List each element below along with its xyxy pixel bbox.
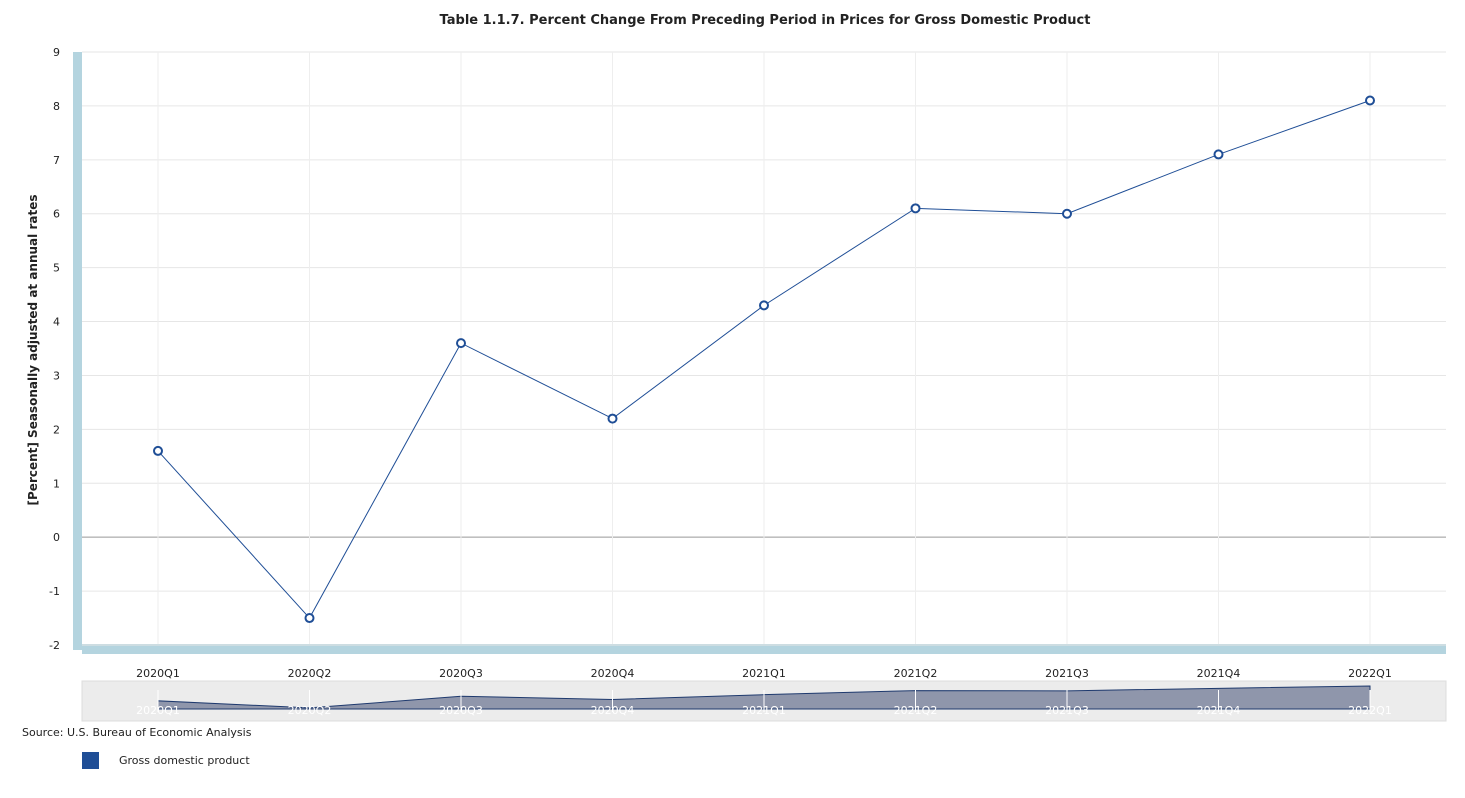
y-tick-label: 5	[53, 262, 60, 275]
gridlines	[82, 51, 1446, 646]
navigator-label: 2021Q2	[894, 704, 938, 717]
y-axis-ticks: -2 -1 0 1 2 3 4 5 6 7 8 9	[49, 46, 60, 652]
y-tick-label: 0	[53, 531, 60, 544]
legend-swatch	[82, 752, 99, 769]
navigator-label: 2021Q3	[1045, 704, 1089, 717]
x-tick-label: 2022Q1	[1348, 667, 1392, 680]
y-tick-label: 3	[53, 369, 60, 382]
x-tick-label: 2020Q2	[288, 667, 332, 680]
y-tick-label: -1	[49, 585, 60, 598]
y-tick-label: 9	[53, 46, 60, 59]
navigator-label: 2021Q4	[1197, 704, 1241, 717]
x-tick-label: 2020Q4	[591, 667, 635, 680]
y-tick-label: 1	[53, 477, 60, 490]
navigator-label: 2022Q1	[1348, 704, 1392, 717]
navigator-label: 2020Q3	[439, 704, 483, 717]
source-note: Source: U.S. Bureau of Economic Analysis	[22, 726, 252, 739]
x-tick-label: 2020Q3	[439, 667, 483, 680]
y-tick-label: 8	[53, 100, 60, 113]
x-tick-label: 2021Q4	[1197, 667, 1241, 680]
x-tick-label: 2020Q1	[136, 667, 180, 680]
data-points	[153, 95, 1375, 624]
x-tick-label: 2021Q1	[742, 667, 786, 680]
y-tick-label: 7	[53, 154, 60, 167]
data-point[interactable]	[1213, 149, 1224, 160]
x-axis-ticks: 2020Q1 2020Q2 2020Q3 2020Q4 2021Q1 2021Q2 2021…	[136, 667, 1392, 680]
y-tick-label: 6	[53, 208, 60, 221]
data-point[interactable]	[1062, 208, 1072, 219]
range-navigator[interactable]: 2020Q1 2020Q2 2020Q3 2020Q4 2021Q1 2021Q2 2021…	[81, 680, 1447, 722]
data-point[interactable]	[304, 613, 315, 624]
chart-title: Table 1.1.7. Percent Change From Precedi…	[439, 13, 1091, 28]
data-point[interactable]	[456, 338, 466, 349]
navigator-label: 2021Q1	[742, 704, 786, 717]
y-tick-label: -2	[49, 639, 60, 652]
x-axis-band	[82, 644, 1446, 654]
data-point[interactable]	[910, 203, 921, 214]
navigator-label: 2020Q1	[136, 704, 180, 717]
legend-label: Gross domestic product	[119, 754, 250, 767]
data-point[interactable]	[759, 300, 769, 311]
data-point[interactable]	[607, 413, 618, 424]
navigator-label: 2020Q4	[591, 704, 635, 717]
data-point[interactable]	[1365, 95, 1375, 106]
y-tick-label: 4	[53, 316, 60, 329]
legend[interactable]: Gross domestic product	[82, 752, 250, 769]
y-tick-label: 2	[53, 423, 60, 436]
navigator-label: 2020Q2	[288, 704, 332, 717]
x-tick-label: 2021Q2	[894, 667, 938, 680]
navigator-labels: 2020Q1 2020Q2 2020Q3 2020Q4 2021Q1 2021Q2 2021…	[136, 690, 1392, 717]
data-point[interactable]	[153, 445, 163, 456]
y-axis-band	[73, 52, 82, 650]
x-tick-label: 2021Q3	[1045, 667, 1089, 680]
